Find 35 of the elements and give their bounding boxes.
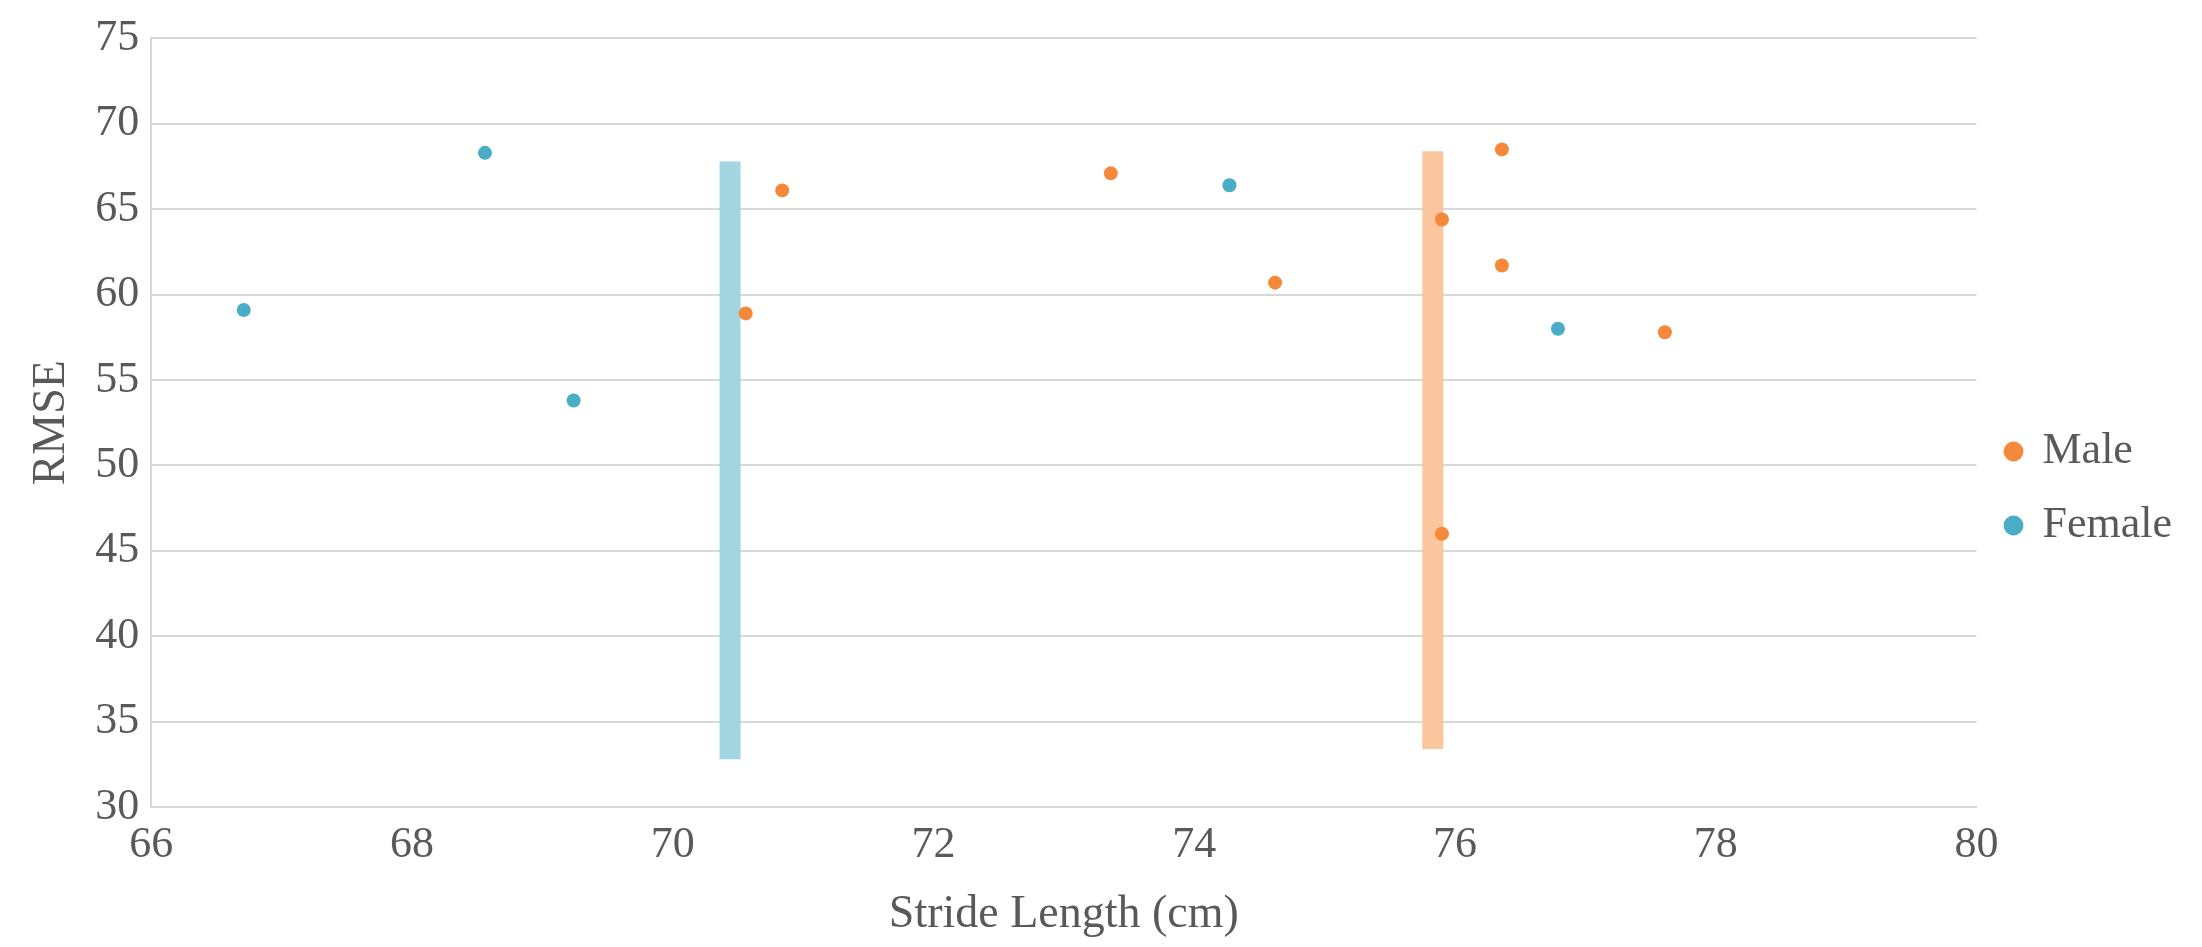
- x-tick-label: 70: [650, 817, 695, 867]
- y-axis-title: RMSE: [22, 360, 74, 486]
- point: [738, 306, 753, 321]
- x-tick-label: 68: [389, 817, 434, 867]
- point: [1494, 142, 1509, 157]
- legend-label: Female: [2042, 498, 2173, 548]
- y-tick-label: 70: [95, 96, 140, 146]
- x-tick-label: 74: [1172, 817, 1217, 867]
- y-tick-label: 75: [95, 10, 140, 60]
- y-tick-label: 65: [95, 181, 140, 231]
- y-tick-label: 40: [95, 608, 140, 658]
- point: [1550, 321, 1565, 336]
- x-tick-label: 76: [1432, 817, 1477, 867]
- point: [1434, 526, 1449, 541]
- point: [775, 183, 790, 198]
- y-tick-label: 60: [95, 267, 140, 317]
- legend-label: Male: [2042, 424, 2133, 474]
- x-tick-label: 78: [1693, 817, 1738, 867]
- point: [1222, 178, 1237, 193]
- point: [566, 393, 581, 408]
- x-tick-label: 72: [911, 817, 956, 867]
- x-tick-label: 80: [1954, 817, 1999, 867]
- y-tick-label: 45: [95, 523, 140, 573]
- point: [477, 145, 492, 160]
- point: [1434, 212, 1449, 227]
- y-tick-label: 30: [95, 779, 140, 829]
- point: [1103, 166, 1118, 181]
- x-axis-title: Stride Length (cm): [888, 886, 1239, 938]
- point: [1494, 258, 1509, 273]
- point: [1268, 275, 1283, 290]
- y-tick-label: 50: [95, 437, 140, 487]
- y-tick-label: 35: [95, 694, 140, 744]
- point: [1657, 325, 1672, 340]
- point: [236, 302, 251, 317]
- y-tick-label: 55: [95, 352, 140, 402]
